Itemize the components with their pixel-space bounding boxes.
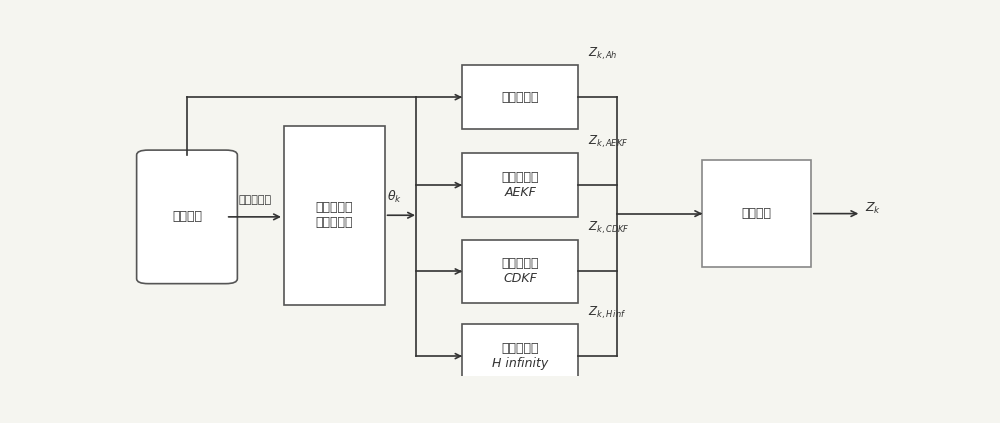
Text: $Z_k$: $Z_k$ [865,201,881,216]
FancyBboxPatch shape [462,324,578,388]
Text: 状态观测器
H infinity: 状态观测器 H infinity [492,342,548,370]
Text: $Z_{k,Ah}$: $Z_{k,Ah}$ [588,46,617,62]
Text: 建立动力电
池系统模型: 建立动力电 池系统模型 [316,201,353,229]
Text: 安时积分法: 安时积分法 [502,91,539,104]
FancyBboxPatch shape [702,160,811,267]
Text: $Z_{k,AEKF}$: $Z_{k,AEKF}$ [588,134,628,150]
Text: $\theta_k$: $\theta_k$ [387,190,402,206]
Text: 状态观测器
AEKF: 状态观测器 AEKF [502,171,539,199]
Text: $Z_{k,CDKF}$: $Z_{k,CDKF}$ [588,220,629,236]
FancyBboxPatch shape [462,66,578,129]
FancyBboxPatch shape [137,150,237,284]
Text: 加权计算: 加权计算 [742,207,772,220]
Text: 数据采样: 数据采样 [172,210,202,223]
Text: 状态观测器
CDKF: 状态观测器 CDKF [502,258,539,286]
FancyBboxPatch shape [462,154,578,217]
FancyBboxPatch shape [284,126,385,305]
FancyBboxPatch shape [462,240,578,303]
Text: $Z_{k,H\,inf}$: $Z_{k,H\,inf}$ [588,305,626,321]
Text: 电流，电压: 电流，电压 [238,195,271,206]
